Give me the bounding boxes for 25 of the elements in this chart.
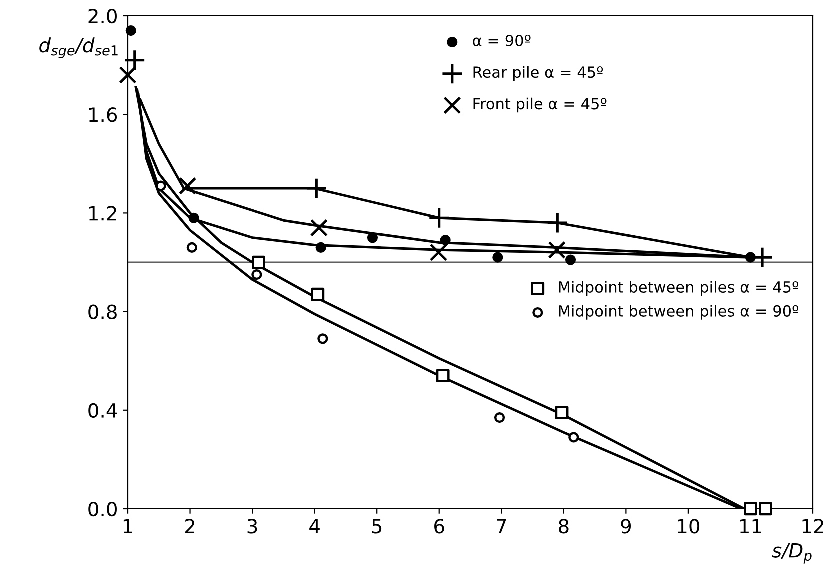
legend-label: Midpoint between piles α = 90º	[559, 305, 799, 320]
legend-label: Midpoint between piles α = 45º	[559, 281, 799, 296]
y-tick-label: 2.0	[88, 8, 117, 24]
x-tick-label: 1	[124, 519, 132, 534]
y-tick-label: 1.2	[89, 206, 116, 221]
legend-label: Front pile α = 45º	[474, 98, 607, 113]
x-tick-label: 10	[678, 519, 700, 534]
x-tick-label: 7	[497, 519, 506, 534]
x-tick-label: 5	[372, 519, 382, 534]
legend-label: α = 90º	[473, 34, 531, 47]
x-tick-label: 2	[186, 519, 195, 534]
y-axis-title: d$_{sge}$/d$_{se1}$	[40, 38, 118, 58]
x-axis-title: s/D$_{p}$	[772, 544, 812, 564]
x-tick-label: 11	[740, 519, 762, 534]
legend-label: Rear pile α = 45º	[474, 66, 604, 82]
x-tick-label: 12	[802, 519, 824, 534]
y-tick-label: 0.0	[88, 502, 117, 517]
y-tick-label: 1.6	[89, 108, 118, 122]
y-tick-label: 0.8	[88, 304, 117, 320]
x-tick-label: 9	[621, 519, 631, 534]
x-tick-label: 4	[310, 519, 320, 534]
x-tick-label: 8	[559, 519, 569, 534]
x-tick-label: 3	[248, 519, 258, 534]
y-tick-label: 0.4	[88, 403, 118, 418]
x-tick-label: 6	[434, 519, 444, 534]
